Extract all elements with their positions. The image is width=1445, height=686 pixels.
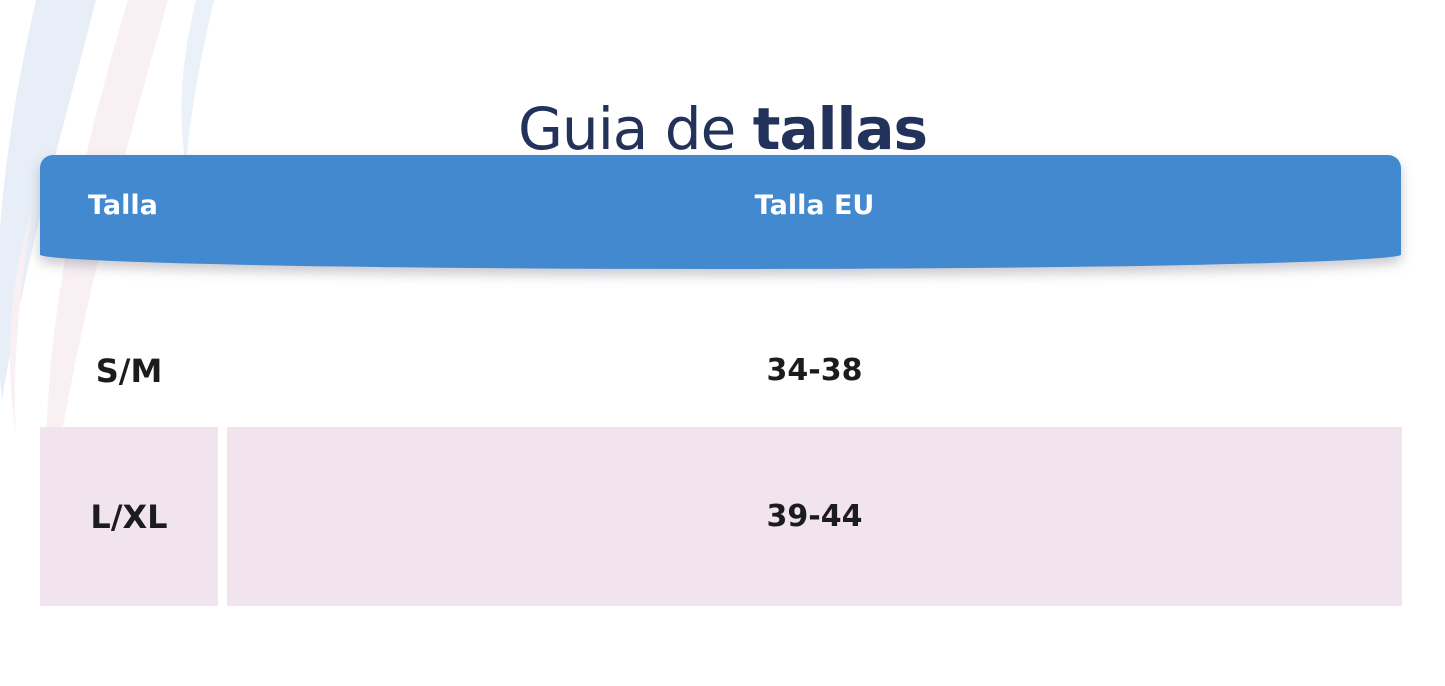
page-title-regular: Guia de bbox=[517, 94, 753, 163]
header-cell-talla: Talla bbox=[88, 189, 158, 221]
page-title: Guia de tallas bbox=[0, 89, 1445, 169]
swoosh-pink-crescent bbox=[9, 210, 32, 432]
page-title-bold: tallas bbox=[752, 94, 928, 163]
table-row: S/M 34-38 bbox=[40, 270, 1402, 427]
table-header: Talla Talla EU bbox=[40, 155, 1401, 273]
table-header-curve bbox=[40, 253, 1401, 269]
header-cell-talla-eu: Talla EU bbox=[754, 189, 875, 221]
table-row: L/XL 39-44 bbox=[40, 427, 1402, 606]
cell-size-label: L/XL bbox=[40, 427, 218, 606]
cell-size-label: S/M bbox=[95, 351, 163, 390]
cell-size-value: 34-38 bbox=[766, 353, 863, 388]
cell-size-value: 39-44 bbox=[227, 427, 1402, 606]
table-body: S/M 34-38 L/XL 39-44 bbox=[40, 270, 1402, 606]
table-header-bar bbox=[40, 155, 1401, 255]
